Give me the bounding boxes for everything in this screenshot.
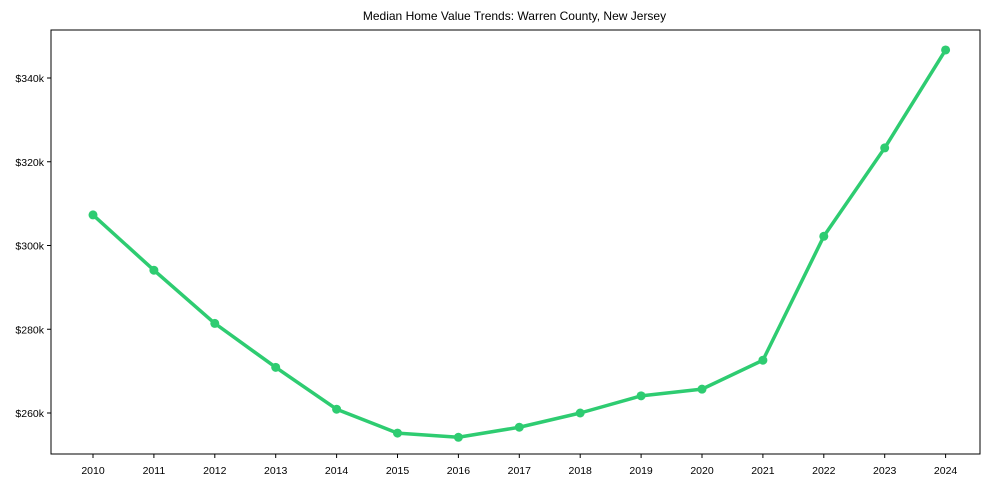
x-axis: 2010 2011 2012 2013 2014 2015 2016 2017 2018 2019…	[81, 454, 957, 477]
data-point	[271, 362, 281, 372]
data-point	[514, 422, 524, 432]
data-point	[575, 408, 585, 418]
data-point	[697, 384, 707, 394]
x-tick-label: 2024	[934, 465, 958, 477]
x-tick-label: 2010	[81, 465, 105, 477]
x-tick-label: 2018	[569, 465, 593, 477]
data-point	[819, 231, 829, 241]
data-point	[332, 404, 342, 414]
data-point	[393, 428, 402, 438]
x-tick-label: 2012	[203, 465, 227, 477]
y-tick-label: $280k	[15, 324, 44, 336]
x-tick-label: 2020	[690, 465, 714, 477]
y-tick-label: $260k	[15, 408, 44, 420]
data-point	[941, 45, 951, 55]
x-tick-label: 2015	[386, 465, 410, 477]
x-tick-label: 2014	[325, 465, 349, 477]
x-tick-label: 2016	[447, 465, 471, 477]
x-tick-label: 2022	[812, 465, 836, 477]
y-axis: $260k $280k $300k $320k $340k	[15, 73, 51, 420]
data-line	[91, 49, 948, 440]
plot-frame	[50, 29, 981, 455]
y-tick-label: $320k	[15, 157, 44, 169]
data-point	[880, 143, 890, 153]
x-tick-label: 2023	[873, 465, 897, 477]
y-tick-label: $340k	[15, 73, 44, 85]
data-point	[210, 318, 220, 328]
chart-title: Median Home Value Trends: Warren County,…	[362, 9, 667, 23]
data-point	[453, 432, 463, 442]
data-point	[88, 210, 98, 220]
x-tick-label: 2011	[143, 465, 166, 477]
y-tick-label: $300k	[15, 241, 44, 253]
x-tick-label: 2017	[508, 465, 532, 477]
x-tick-label: 2021	[751, 465, 775, 477]
data-point	[636, 391, 646, 401]
x-tick-label: 2019	[629, 465, 653, 477]
data-points	[88, 45, 951, 442]
data-point	[149, 265, 159, 275]
data-point	[758, 355, 768, 365]
x-tick-label: 2013	[264, 465, 288, 477]
